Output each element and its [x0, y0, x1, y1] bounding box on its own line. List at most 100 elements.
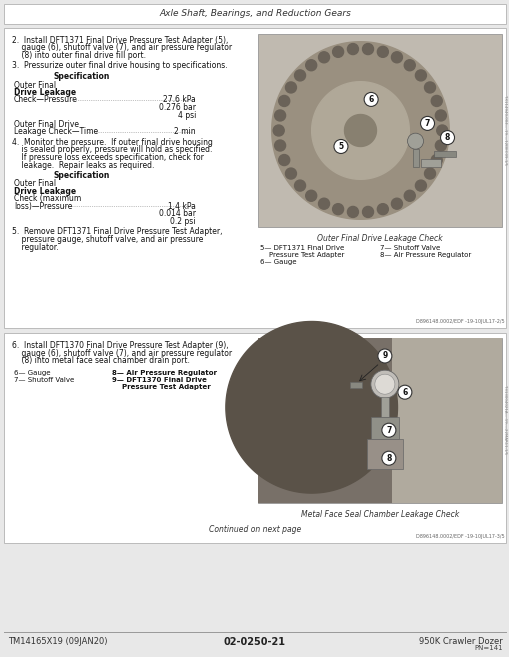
Circle shape	[440, 131, 454, 145]
Text: 0.276 bar: 0.276 bar	[159, 103, 195, 112]
Circle shape	[332, 204, 343, 215]
Text: Metal Face Seal Chamber Leakage Check: Metal Face Seal Chamber Leakage Check	[300, 510, 458, 519]
Circle shape	[435, 110, 445, 121]
Text: 8— Air Pressure Regulator: 8— Air Pressure Regulator	[379, 252, 470, 258]
FancyBboxPatch shape	[433, 151, 455, 157]
Circle shape	[431, 95, 441, 106]
Text: 02-0250-21: 02-0250-21	[223, 637, 286, 647]
Text: Pressure Test Adapter: Pressure Test Adapter	[112, 384, 210, 390]
Circle shape	[294, 180, 305, 191]
FancyBboxPatch shape	[258, 34, 501, 227]
FancyBboxPatch shape	[370, 417, 398, 439]
Text: 0.014 bar: 0.014 bar	[159, 210, 195, 219]
Circle shape	[381, 451, 395, 465]
Circle shape	[347, 206, 358, 217]
FancyBboxPatch shape	[4, 28, 505, 328]
Text: is sealed properly, pressure will hold as specified.: is sealed properly, pressure will hold a…	[12, 145, 212, 154]
FancyBboxPatch shape	[412, 149, 418, 167]
Text: 4 psi: 4 psi	[177, 110, 195, 120]
Circle shape	[274, 110, 285, 121]
Circle shape	[362, 43, 373, 55]
Circle shape	[420, 116, 434, 130]
Text: Leakage Check—Time: Leakage Check—Time	[14, 127, 98, 137]
Circle shape	[377, 349, 391, 363]
Circle shape	[381, 423, 395, 437]
Text: 2.  Install DFT1371 Final Drive Pressure Test Adapter (5),: 2. Install DFT1371 Final Drive Pressure …	[12, 36, 228, 45]
Text: Outer Final: Outer Final	[14, 179, 56, 189]
Circle shape	[370, 370, 398, 398]
Text: 1.4 kPa: 1.4 kPa	[168, 202, 195, 211]
Text: 5— DFT1371 Final Drive: 5— DFT1371 Final Drive	[260, 245, 344, 251]
Polygon shape	[311, 81, 409, 179]
Circle shape	[431, 154, 441, 166]
Circle shape	[305, 191, 316, 201]
Circle shape	[415, 180, 426, 191]
Text: 6: 6	[368, 95, 373, 104]
Text: Continued on next page: Continued on next page	[209, 525, 300, 534]
FancyBboxPatch shape	[258, 338, 501, 503]
Text: 8— Air Pressure Regulator: 8— Air Pressure Regulator	[112, 369, 216, 376]
Text: leakage.  Repair leaks as required.: leakage. Repair leaks as required.	[12, 160, 154, 170]
FancyBboxPatch shape	[258, 338, 391, 503]
Circle shape	[404, 191, 414, 201]
Circle shape	[285, 168, 296, 179]
Circle shape	[391, 198, 402, 209]
FancyBboxPatch shape	[4, 4, 505, 24]
Text: 5.  Remove DFT1371 Final Drive Pressure Test Adapter,: 5. Remove DFT1371 Final Drive Pressure T…	[12, 227, 222, 237]
Text: Axle Shaft, Bearings, and Reduction Gears: Axle Shaft, Bearings, and Reduction Gear…	[159, 9, 350, 18]
FancyBboxPatch shape	[380, 397, 388, 417]
Circle shape	[278, 95, 289, 106]
Text: D896148.0002/EDF -19-10JUL17-3/5: D896148.0002/EDF -19-10JUL17-3/5	[415, 534, 504, 539]
Circle shape	[404, 60, 414, 71]
Text: regulator.: regulator.	[12, 242, 59, 252]
Text: 0.2 psi: 0.2 psi	[170, 217, 195, 226]
Circle shape	[285, 82, 296, 93]
Text: 5: 5	[338, 142, 343, 151]
Circle shape	[377, 204, 387, 215]
FancyBboxPatch shape	[391, 338, 501, 503]
Circle shape	[332, 47, 343, 57]
Text: 6: 6	[402, 388, 407, 397]
Text: Drive Leakage: Drive Leakage	[14, 88, 76, 97]
Polygon shape	[344, 114, 376, 147]
Text: 4.  Monitor the pressure.  If outer final drive housing: 4. Monitor the pressure. If outer final …	[12, 138, 212, 147]
Text: TX114940,004—-19-—12DEC09-1/5: TX114940,004—-19-—12DEC09-1/5	[502, 95, 506, 165]
Circle shape	[305, 60, 316, 71]
Circle shape	[278, 154, 289, 166]
Circle shape	[436, 125, 447, 136]
Text: Outer Final Drive Leakage Check: Outer Final Drive Leakage Check	[317, 234, 442, 243]
Circle shape	[407, 133, 422, 149]
Text: D896148.0002/EDF -19-10JUL17-2/5: D896148.0002/EDF -19-10JUL17-2/5	[415, 319, 504, 324]
Circle shape	[374, 374, 394, 394]
FancyBboxPatch shape	[366, 439, 402, 469]
Circle shape	[397, 385, 411, 399]
Text: 8: 8	[385, 454, 391, 463]
Text: Specification: Specification	[54, 171, 110, 180]
Circle shape	[362, 206, 373, 217]
Text: gauge (6), shutoff valve (7), and air pressure regulator: gauge (6), shutoff valve (7), and air pr…	[12, 348, 232, 357]
Text: 27.6 kPa: 27.6 kPa	[163, 95, 195, 104]
Circle shape	[423, 82, 435, 93]
Polygon shape	[225, 321, 397, 493]
Text: 7: 7	[424, 119, 430, 128]
Text: gauge (6), shutoff valve (7), and air pressure regulator: gauge (6), shutoff valve (7), and air pr…	[12, 43, 232, 53]
Text: 7— Shutoff Valve: 7— Shutoff Valve	[379, 245, 439, 251]
Text: 8: 8	[444, 133, 449, 142]
Text: T313004021A—-19-—22MAR11-1/5: T313004021A—-19-—22MAR11-1/5	[502, 386, 506, 455]
FancyBboxPatch shape	[4, 333, 505, 543]
Text: 7: 7	[385, 426, 391, 435]
Circle shape	[435, 140, 445, 151]
Text: Drive Leakage: Drive Leakage	[14, 187, 76, 196]
Circle shape	[333, 139, 347, 154]
Text: Check (maximum: Check (maximum	[14, 194, 81, 204]
Text: 7— Shutoff Valve: 7— Shutoff Valve	[14, 376, 74, 382]
Circle shape	[274, 140, 285, 151]
Circle shape	[318, 52, 329, 63]
Circle shape	[377, 47, 387, 57]
Text: 950K Crawler Dozer: 950K Crawler Dozer	[418, 637, 502, 646]
Circle shape	[318, 198, 329, 209]
Polygon shape	[271, 42, 448, 219]
Text: 6— Gauge: 6— Gauge	[14, 369, 50, 376]
Text: Specification: Specification	[54, 72, 110, 81]
Text: If pressure loss exceeds specification, check for: If pressure loss exceeds specification, …	[12, 153, 204, 162]
